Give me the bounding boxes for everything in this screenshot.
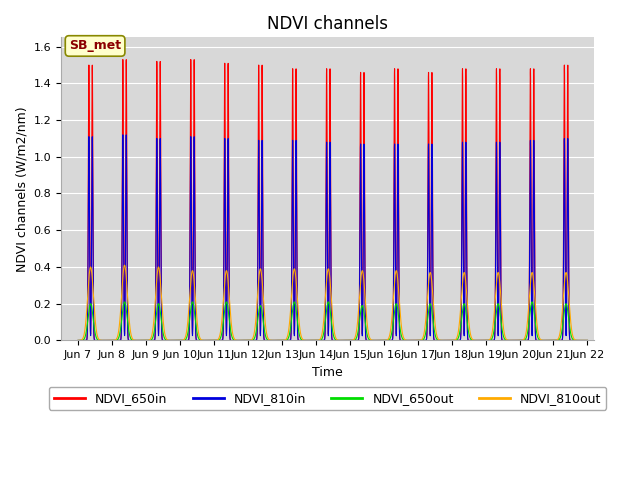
- NDVI_650in: [582, 337, 589, 343]
- NDVI_650in: [119, 57, 127, 62]
- NDVI_650in: [74, 337, 82, 343]
- NDVI_810in: [380, 337, 387, 343]
- Title: NDVI channels: NDVI channels: [267, 15, 388, 33]
- NDVI_650out: [121, 299, 129, 305]
- NDVI_650out: [476, 337, 483, 343]
- NDVI_810out: [74, 337, 82, 343]
- Text: SB_met: SB_met: [69, 39, 121, 52]
- NDVI_810out: [476, 337, 483, 343]
- NDVI_810out: [584, 337, 591, 343]
- Legend: NDVI_650in, NDVI_810in, NDVI_650out, NDVI_810out: NDVI_650in, NDVI_810in, NDVI_650out, NDV…: [49, 387, 606, 410]
- NDVI_810in: [119, 132, 127, 138]
- Y-axis label: NDVI channels (W/m2/nm): NDVI channels (W/m2/nm): [15, 106, 28, 272]
- NDVI_650in: [403, 337, 411, 343]
- NDVI_650out: [265, 337, 273, 343]
- NDVI_650out: [183, 334, 191, 339]
- NDVI_810out: [582, 337, 589, 343]
- Line: NDVI_650in: NDVI_650in: [78, 60, 588, 340]
- NDVI_650in: [178, 337, 186, 343]
- NDVI_650out: [178, 337, 186, 343]
- NDVI_650in: [265, 337, 273, 343]
- NDVI_650out: [584, 337, 591, 343]
- NDVI_650in: [380, 337, 387, 343]
- NDVI_810in: [403, 337, 411, 343]
- NDVI_650in: [476, 337, 483, 343]
- NDVI_810in: [582, 337, 589, 343]
- NDVI_810in: [74, 337, 82, 343]
- NDVI_650out: [582, 337, 589, 343]
- NDVI_810out: [403, 337, 411, 343]
- NDVI_810out: [265, 336, 273, 342]
- NDVI_810in: [178, 337, 186, 343]
- NDVI_650in: [183, 337, 191, 343]
- NDVI_650out: [278, 337, 285, 343]
- Line: NDVI_810in: NDVI_810in: [78, 135, 588, 340]
- NDVI_810in: [584, 337, 591, 343]
- X-axis label: Time: Time: [312, 366, 343, 379]
- NDVI_810out: [121, 262, 129, 268]
- NDVI_810in: [183, 337, 191, 343]
- NDVI_810in: [476, 337, 483, 343]
- Line: NDVI_650out: NDVI_650out: [78, 302, 588, 340]
- NDVI_650out: [403, 337, 411, 343]
- NDVI_810out: [448, 337, 456, 343]
- Line: NDVI_810out: NDVI_810out: [78, 265, 588, 340]
- NDVI_650in: [584, 337, 591, 343]
- NDVI_810out: [178, 337, 186, 343]
- NDVI_810out: [183, 325, 191, 331]
- NDVI_810in: [265, 337, 273, 343]
- NDVI_650out: [74, 337, 82, 343]
